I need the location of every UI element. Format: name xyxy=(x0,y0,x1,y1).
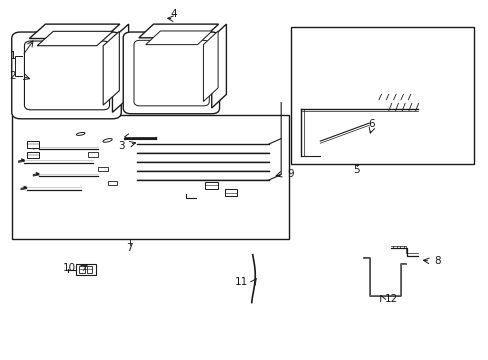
Polygon shape xyxy=(103,31,119,105)
FancyBboxPatch shape xyxy=(12,32,121,119)
Bar xyxy=(86,266,92,273)
Text: 10: 10 xyxy=(62,263,76,273)
Text: 6: 6 xyxy=(367,119,374,129)
FancyBboxPatch shape xyxy=(123,32,219,114)
Polygon shape xyxy=(203,31,218,102)
Bar xyxy=(88,152,98,157)
Polygon shape xyxy=(37,31,113,46)
Polygon shape xyxy=(112,24,128,112)
Polygon shape xyxy=(211,24,226,108)
Text: 12: 12 xyxy=(384,294,397,304)
Bar xyxy=(27,152,39,158)
Text: 7: 7 xyxy=(126,243,133,253)
FancyBboxPatch shape xyxy=(24,41,109,110)
Text: 9: 9 xyxy=(287,168,294,179)
Bar xyxy=(27,141,39,148)
Bar xyxy=(76,264,96,275)
Ellipse shape xyxy=(103,139,112,142)
Polygon shape xyxy=(29,24,120,39)
FancyBboxPatch shape xyxy=(134,40,209,106)
Bar xyxy=(224,189,237,196)
Bar xyxy=(98,167,107,171)
Text: 11: 11 xyxy=(235,276,248,287)
Text: 8: 8 xyxy=(433,256,440,266)
Bar xyxy=(79,266,85,273)
Text: 4: 4 xyxy=(170,9,177,19)
Ellipse shape xyxy=(76,132,85,135)
Bar xyxy=(205,182,217,189)
Polygon shape xyxy=(145,31,212,45)
Text: 3: 3 xyxy=(118,141,124,151)
Bar xyxy=(290,27,473,164)
Text: 5: 5 xyxy=(353,165,360,175)
Text: 2: 2 xyxy=(9,71,16,81)
Bar xyxy=(12,115,288,239)
Polygon shape xyxy=(139,24,218,38)
Bar xyxy=(107,181,117,185)
Text: 1: 1 xyxy=(9,51,16,61)
